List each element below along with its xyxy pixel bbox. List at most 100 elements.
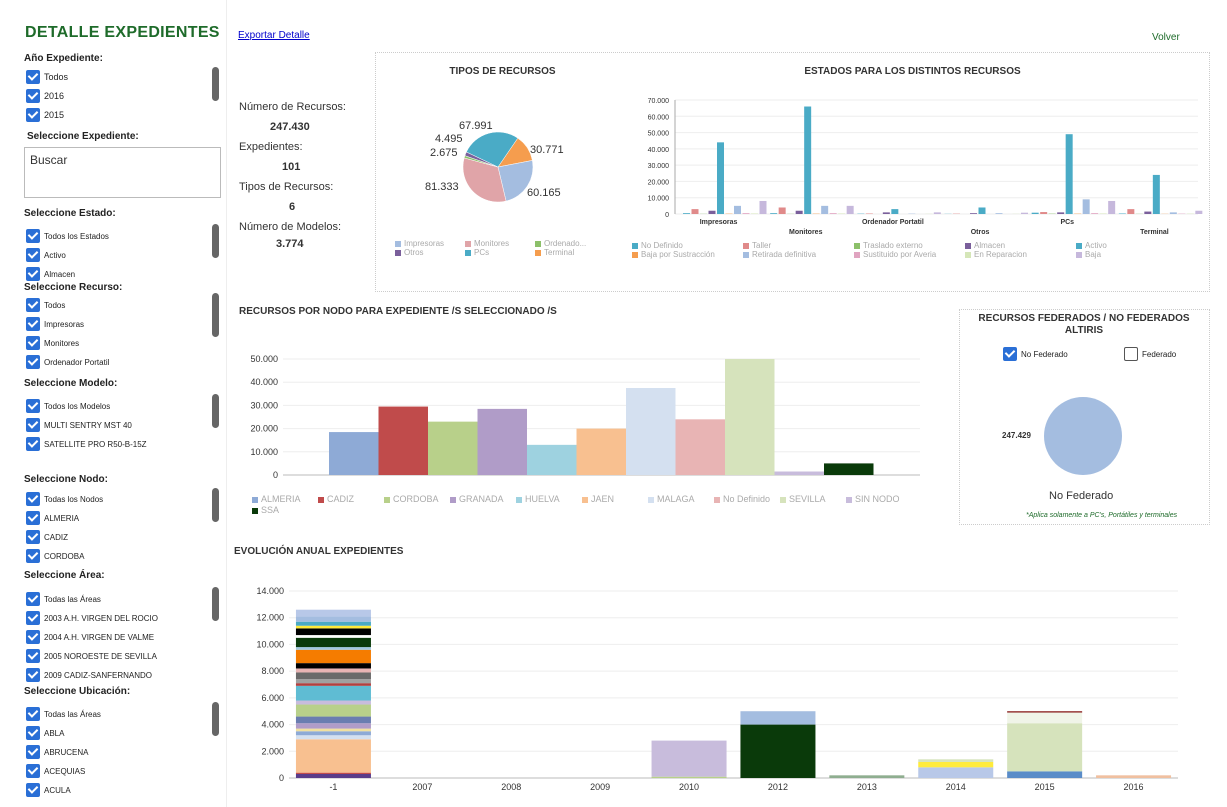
evol-bar-1-seg22 <box>295 621 371 626</box>
legend-item-en-reparacion[interactable]: En Reparacion <box>965 250 1076 259</box>
legend-item-taller[interactable]: Taller <box>743 241 854 250</box>
evol-bar-1-seg11 <box>295 683 371 686</box>
area-2004-checkbox[interactable]: 2004 A.H. VIRGEN DE VALME <box>26 630 154 644</box>
area-todos-checkbox[interactable]: Todas las Áreas <box>26 592 101 606</box>
nodo-ytick: 40.000 <box>250 377 278 387</box>
evol-bar-1-seg3 <box>295 735 371 740</box>
legend-item-huelva[interactable]: HUELVA <box>516 494 582 505</box>
estado-scrollbar[interactable] <box>212 224 219 258</box>
ubicacion-abla-checkbox[interactable]: ABLA <box>26 726 64 740</box>
legend-item-ssa[interactable]: SSA <box>252 505 318 516</box>
modelo-scrollbar[interactable] <box>212 394 219 428</box>
estados-ytick: 10.000 <box>648 196 670 203</box>
ubicacion-abrucena-checkbox[interactable]: ABRUCENA <box>26 745 88 759</box>
legend-item-monitores[interactable]: Monitores <box>465 239 535 248</box>
area-2003-checkbox[interactable]: 2003 A.H. VIRGEN DEL ROCIO <box>26 611 158 625</box>
stat-tipos-label: Tipos de Recursos: <box>239 181 334 193</box>
nodo-scrollbar[interactable] <box>212 488 219 522</box>
recurso-impresoras-checkbox[interactable]: Impresoras <box>26 317 84 331</box>
legend-item-no-definido[interactable]: No Definido <box>714 494 780 505</box>
modelo-mst40-checkbox[interactable]: MULTI SENTRY MST 40 <box>26 418 132 432</box>
federados-caption: No Federado <box>1049 490 1114 502</box>
export-detail-link[interactable]: Exportar Detalle <box>238 30 310 41</box>
no-federado-checkbox[interactable]: No Federado <box>1003 347 1068 361</box>
estados-xtick-ordenador-portatil: Ordenador Portatil <box>862 219 924 226</box>
stat-expedientes-label: Expedientes: <box>239 141 303 153</box>
anio-scrollbar[interactable] <box>212 67 219 101</box>
estado-todos-checkbox[interactable]: Todos los Estados <box>26 229 109 243</box>
nodo-label: Seleccione Nodo: <box>24 474 108 485</box>
evol-bar-1-seg5 <box>295 728 371 732</box>
legend-item-traslado-externo[interactable]: Traslado externo <box>854 241 965 250</box>
nodo-legend: ALMERIA CADIZ CORDOBA GRANADA HUELVA JAEN MALA… <box>252 494 932 516</box>
estado-activo-checkbox[interactable]: Activo <box>26 248 66 262</box>
recurso-portatil-checkbox[interactable]: Ordenador Portatil <box>26 355 109 369</box>
anio-todos-checkbox[interactable]: Todos <box>26 70 68 84</box>
ubicacion-scrollbar[interactable] <box>212 702 219 736</box>
legend-item-baja[interactable]: Baja <box>1076 250 1187 259</box>
legend-item-pcs[interactable]: PCs <box>465 248 535 257</box>
nodo-cordoba-checkbox[interactable]: CORDOBA <box>26 549 84 563</box>
nodo-chart: 0 10.000 20.000 30.000 40.000 50.000 <box>250 354 920 480</box>
evol-bar-2014-seg0 <box>918 767 994 778</box>
anio-2016-checkbox[interactable]: 2016 <box>26 89 64 103</box>
nodo-todos-checkbox[interactable]: Todas los Nodos <box>26 492 103 506</box>
volver-link[interactable]: Volver <box>1152 32 1180 43</box>
stat-recursos-value: 247.430 <box>270 121 310 133</box>
modelo-satellite-checkbox[interactable]: SATELLITE PRO R50-B-15Z <box>26 437 147 451</box>
evol-bar-2014-seg1 <box>918 761 994 768</box>
estados-xtick-terminal: Terminal <box>1140 229 1169 236</box>
estado-almacen-checkbox[interactable]: Almacen <box>26 267 75 281</box>
estados-xtick-monitores: Monitores <box>789 229 823 236</box>
legend-item-terminal[interactable]: Terminal <box>535 248 605 257</box>
legend-item-almeria[interactable]: ALMERIA <box>252 494 318 505</box>
nodo-almeria-checkbox[interactable]: ALMERIA <box>26 511 79 525</box>
ubicacion-todos-checkbox[interactable]: Todas las Áreas <box>26 707 101 721</box>
evol-bar-1-seg13 <box>295 672 371 680</box>
recurso-todos-checkbox[interactable]: Todos <box>26 298 65 312</box>
legend-item-sevilla[interactable]: SEVILLA <box>780 494 846 505</box>
evol-bar-1-seg17 <box>295 647 371 650</box>
estados-bar-impresoras-activo <box>717 142 724 214</box>
evol-bar-1-seg2 <box>295 739 371 773</box>
area-scrollbar[interactable] <box>212 587 219 621</box>
nodo-bar-ssa <box>824 463 874 475</box>
legend-item-granada[interactable]: GRANADA <box>450 494 516 505</box>
area-2009-checkbox[interactable]: 2009 CADIZ-SANFERNANDO <box>26 668 152 682</box>
expediente-search-input[interactable]: Buscar <box>24 147 221 198</box>
estados-bar-impresoras-retirada-definitiva <box>734 205 741 214</box>
legend-item-otros[interactable]: Otros <box>395 248 465 257</box>
nodo-cadiz-checkbox[interactable]: CADIZ <box>26 530 68 544</box>
legend-item-sin-nodo[interactable]: SIN NODO <box>846 494 912 505</box>
legend-item-retirada-definitiva[interactable]: Retirada definitiva <box>743 250 854 259</box>
legend-item-malaga[interactable]: MALAGA <box>648 494 714 505</box>
evol-xtick-2010: 2010 <box>679 782 699 792</box>
evol-bar-2015-seg3 <box>1007 711 1083 713</box>
area-2005-checkbox[interactable]: 2005 NOROESTE DE SEVILLA <box>26 649 157 663</box>
legend-item-impresoras[interactable]: Impresoras <box>395 239 465 248</box>
legend-item-almacen[interactable]: Almacen <box>965 241 1076 250</box>
estados-bar-otros-activo <box>978 207 986 214</box>
ubicacion-acequias-checkbox[interactable]: ACEQUIAS <box>26 764 85 778</box>
legend-item-sustituido-por-averia[interactable]: Sustituido por Averia <box>854 250 965 259</box>
legend-item-cadiz[interactable]: CADIZ <box>318 494 384 505</box>
recurso-scrollbar[interactable] <box>212 293 219 337</box>
evol-bar-1-seg21 <box>295 625 371 629</box>
stat-expedientes-value: 101 <box>282 161 301 173</box>
federados-title: RECURSOS FEDERADOS / NO FEDERADOS ALTIRI… <box>978 313 1190 336</box>
evol-bar-1-seg18 <box>295 637 371 648</box>
page-title: DETALLE EXPEDIENTES <box>25 24 220 41</box>
legend-item-no-definido[interactable]: No Definido <box>632 241 743 250</box>
legend-item-activo[interactable]: Activo <box>1076 241 1187 250</box>
anio-2015-checkbox[interactable]: 2015 <box>26 108 64 122</box>
legend-item-jaen[interactable]: JAEN <box>582 494 648 505</box>
recurso-monitores-checkbox[interactable]: Monitores <box>26 336 79 350</box>
ubicacion-acula-checkbox[interactable]: ACULA <box>26 783 71 797</box>
legend-item-cordoba[interactable]: CORDOBA <box>384 494 450 505</box>
legend-item-baja-por-sustracci-n[interactable]: Baja por Sustracción <box>632 250 743 259</box>
modelo-todos-checkbox[interactable]: Todos los Modelos <box>26 399 110 413</box>
federado-checkbox[interactable]: Federado <box>1124 347 1176 361</box>
legend-item-ordenado[interactable]: Ordenado... <box>535 239 605 248</box>
expediente-label: Seleccione Expediente: <box>27 131 139 142</box>
